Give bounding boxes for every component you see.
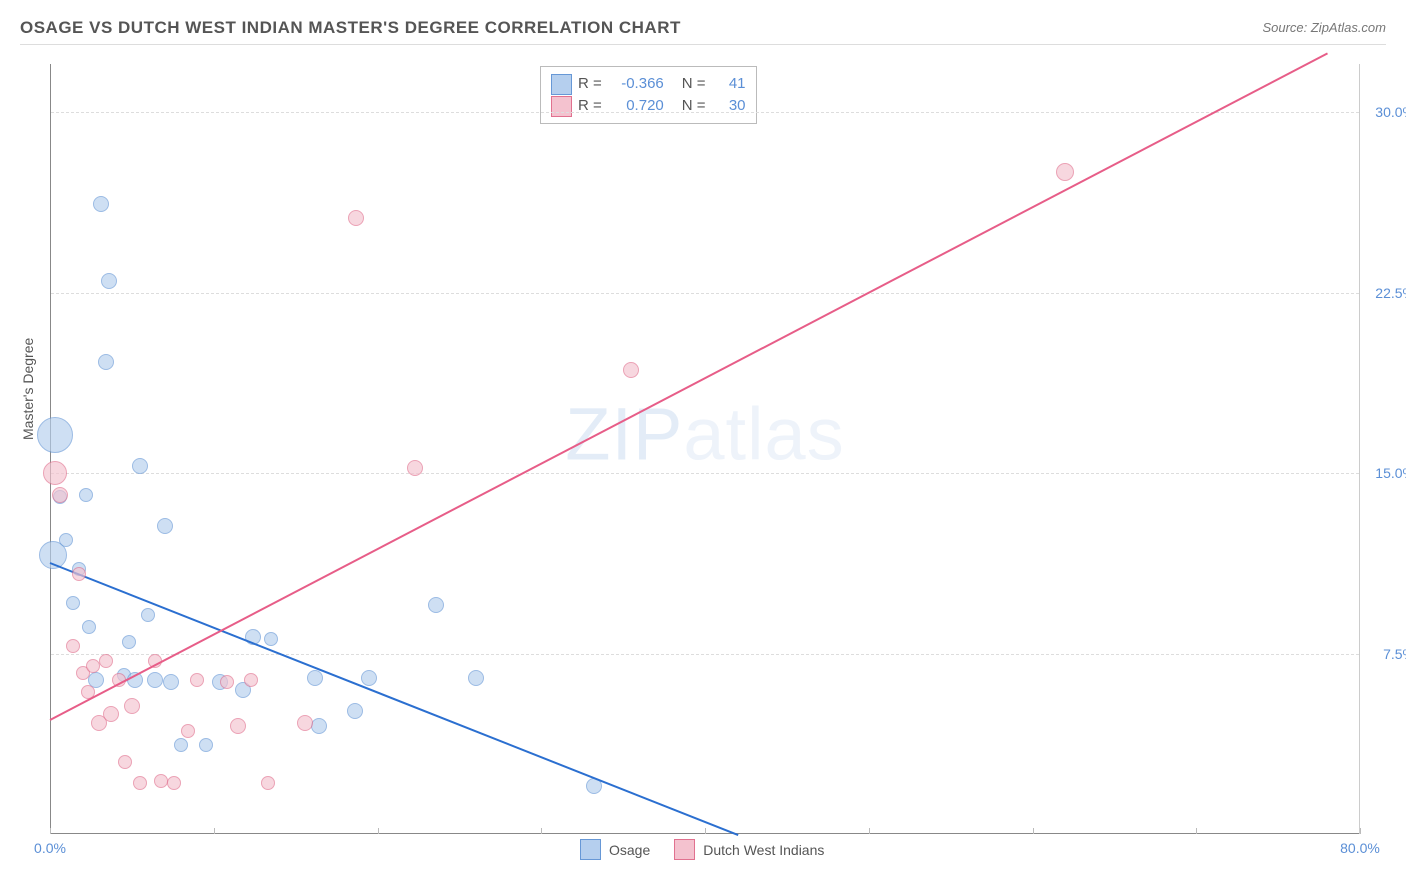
source-attribution: Source: ZipAtlas.com: [1262, 20, 1386, 35]
data-point: [79, 488, 93, 502]
data-point: [181, 724, 195, 738]
data-point: [98, 354, 114, 370]
data-point: [174, 738, 188, 752]
data-point: [86, 659, 100, 673]
y-tick-label: 30.0%: [1365, 104, 1406, 120]
data-point: [407, 460, 423, 476]
tick-v: [1196, 828, 1197, 834]
legend-item-dwi: Dutch West Indians: [674, 839, 824, 860]
data-point: [37, 417, 73, 453]
tick-v: [869, 828, 870, 834]
data-point: [220, 675, 234, 689]
data-point: [82, 620, 96, 634]
y-axis-right-line: [1359, 64, 1360, 834]
data-point: [147, 672, 163, 688]
data-point: [361, 670, 377, 686]
data-point: [66, 596, 80, 610]
tick-v: [1360, 828, 1361, 834]
data-point: [167, 776, 181, 790]
gridline-h: [51, 473, 1359, 474]
gridline-h: [51, 112, 1359, 113]
data-point: [124, 698, 140, 714]
data-point: [59, 533, 73, 547]
data-point: [52, 487, 68, 503]
swatch-dwi-icon: [674, 839, 695, 860]
data-point: [101, 273, 117, 289]
tick-v: [50, 828, 51, 834]
data-point: [230, 718, 246, 734]
regression-line: [50, 562, 738, 836]
data-point: [1056, 163, 1074, 181]
data-point: [66, 639, 80, 653]
swatch-osage: [551, 74, 572, 95]
data-point: [261, 776, 275, 790]
swatch-osage-icon: [580, 839, 601, 860]
swatch-dwi: [551, 96, 572, 117]
header-divider: [20, 44, 1386, 45]
data-point: [244, 673, 258, 687]
data-point: [141, 608, 155, 622]
watermark: ZIPatlas: [565, 391, 844, 476]
chart-title: OSAGE VS DUTCH WEST INDIAN MASTER'S DEGR…: [20, 18, 681, 37]
y-tick-label: 7.5%: [1365, 646, 1406, 662]
data-point: [347, 703, 363, 719]
data-point: [623, 362, 639, 378]
legend-row-dwi: R = 0.720 N = 30: [551, 95, 746, 117]
y-tick-label: 22.5%: [1365, 285, 1406, 301]
data-point: [157, 518, 173, 534]
data-point: [132, 458, 148, 474]
gridline-h: [51, 654, 1359, 655]
data-point: [190, 673, 204, 687]
x-tick-max: 80.0%: [1340, 840, 1380, 856]
tick-v: [378, 828, 379, 834]
series-legend: Osage Dutch West Indians: [580, 839, 824, 860]
data-point: [93, 196, 109, 212]
legend-item-osage: Osage: [580, 839, 650, 860]
data-point: [99, 654, 113, 668]
plot-area: ZIPatlas R = -0.366 N = 41 R = 0.720 N =…: [50, 64, 1360, 834]
data-point: [133, 776, 147, 790]
correlation-legend: R = -0.366 N = 41 R = 0.720 N = 30: [540, 66, 757, 124]
data-point: [468, 670, 484, 686]
y-axis-label: Master's Degree: [20, 338, 36, 440]
data-point: [297, 715, 313, 731]
tick-v: [214, 828, 215, 834]
tick-v: [1033, 828, 1034, 834]
data-point: [118, 755, 132, 769]
data-point: [72, 567, 86, 581]
tick-v: [541, 828, 542, 834]
tick-v: [705, 828, 706, 834]
data-point: [307, 670, 323, 686]
data-point: [199, 738, 213, 752]
data-point: [264, 632, 278, 646]
data-point: [163, 674, 179, 690]
x-tick-min: 0.0%: [34, 840, 66, 856]
y-tick-label: 15.0%: [1365, 465, 1406, 481]
regression-line: [50, 52, 1328, 720]
data-point: [103, 706, 119, 722]
data-point: [122, 635, 136, 649]
data-point: [154, 774, 168, 788]
gridline-h: [51, 293, 1359, 294]
data-point: [348, 210, 364, 226]
data-point: [43, 461, 67, 485]
legend-row-osage: R = -0.366 N = 41: [551, 73, 746, 95]
data-point: [428, 597, 444, 613]
